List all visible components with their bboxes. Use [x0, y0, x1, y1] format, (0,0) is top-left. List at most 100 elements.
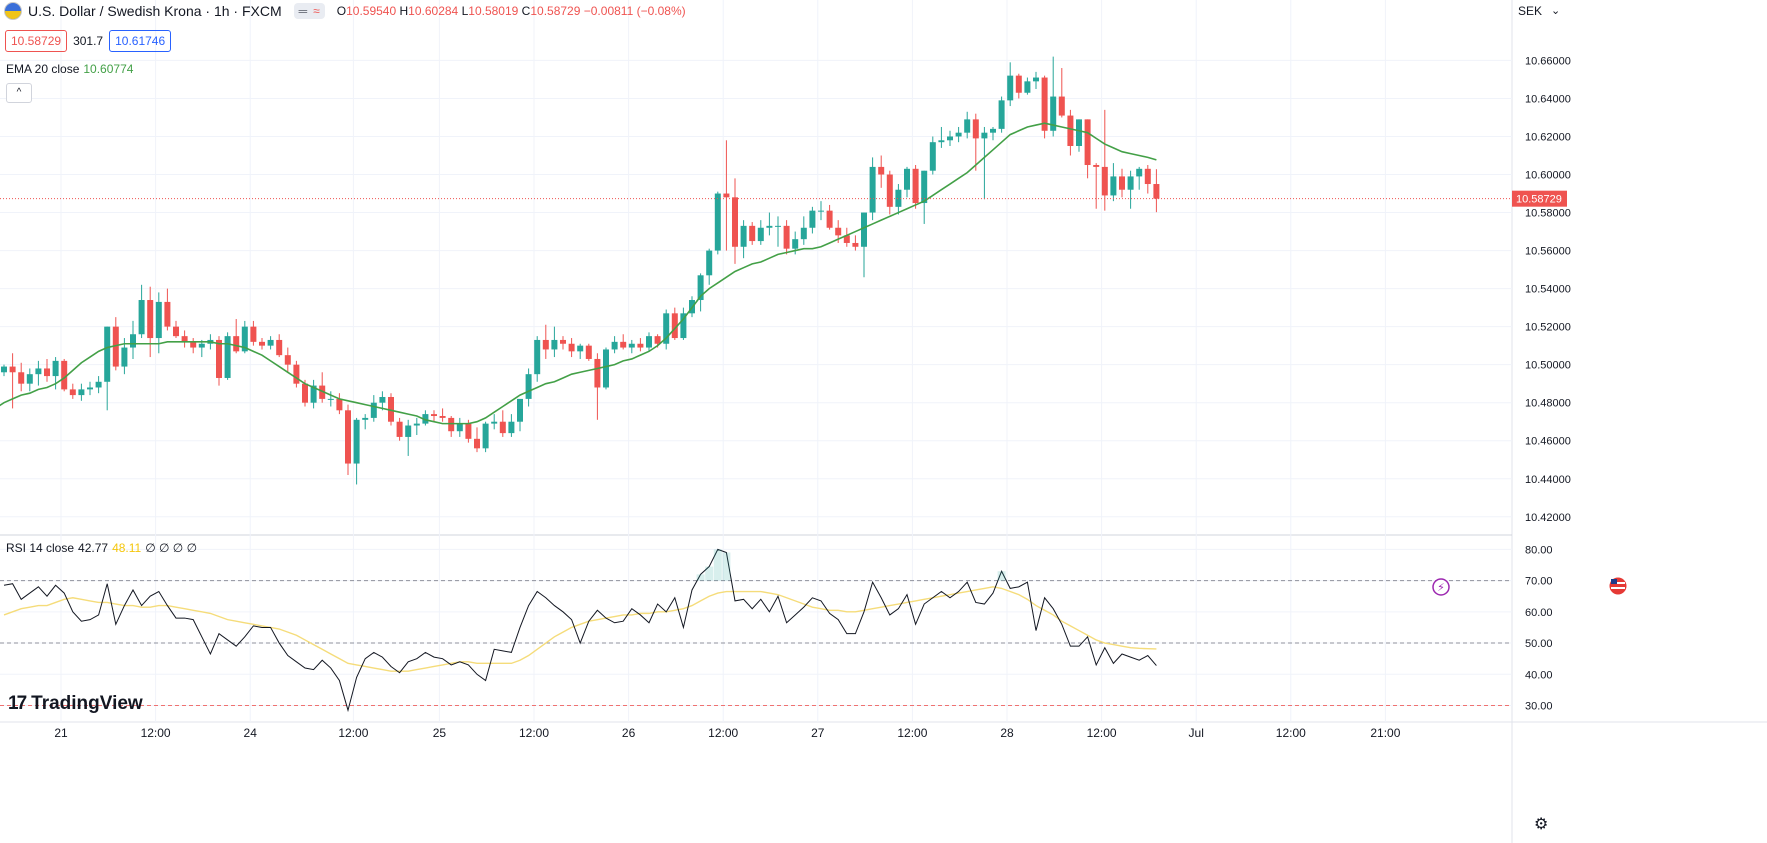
candle-down: [448, 417, 455, 432]
candle-down: [18, 372, 25, 384]
candle-up: [534, 339, 541, 375]
candle-up: [766, 225, 773, 228]
chevron-down-icon[interactable]: ⌄: [1551, 5, 1561, 17]
time-axis[interactable]: 21 12:00 24 12:00 25 12:00 26 12:00 27 12:00 28 12:…: [54, 726, 1400, 740]
candle-down: [1015, 75, 1022, 93]
flag-stripe: [1611, 582, 1625, 584]
candle-up: [921, 170, 928, 204]
candle-up: [310, 385, 317, 403]
symbol-title[interactable]: U.S. Dollar / Swedish Krona · 1h · FXCM: [28, 3, 282, 19]
rsi-ma-value: 48.11: [112, 541, 142, 555]
candle-up: [198, 343, 205, 348]
candle-up: [353, 419, 360, 464]
candle-up: [998, 100, 1005, 129]
time-tick-label: 12:00: [1087, 726, 1117, 740]
event-markers[interactable]: ⚡: [1432, 576, 1628, 596]
candle-down: [654, 336, 661, 344]
time-tick-label: 21: [54, 726, 68, 740]
candle-down: [302, 383, 308, 403]
ema-legend[interactable]: EMA 20 close 10.60774: [6, 62, 133, 76]
candle-up: [155, 301, 162, 339]
time-tick-label: Jul: [1189, 726, 1204, 740]
candle-down: [1093, 165, 1100, 167]
price-axis[interactable]: 10.66000 10.64000 10.62000 10.60000 10.58000…: [1512, 55, 1571, 524]
compare-right-icon: ≈: [313, 4, 320, 18]
change-value: −0.00811 (−0.08%): [583, 4, 686, 18]
candle-up: [482, 423, 489, 449]
low-label: L: [461, 4, 469, 18]
candle-down: [585, 345, 592, 359]
candle-up: [697, 275, 704, 301]
price-tick-label: 10.46000: [1525, 436, 1571, 448]
currency-selector[interactable]: SEK: [1518, 4, 1543, 18]
candle-up: [809, 210, 816, 228]
candle-down: [345, 410, 351, 464]
rsi-tick-label: 70.00: [1525, 576, 1553, 588]
candle-up: [138, 300, 145, 335]
candle-down: [499, 421, 506, 434]
candle-up: [990, 128, 996, 133]
price-tick-label: 10.52000: [1525, 322, 1571, 334]
candle-down: [1041, 77, 1048, 131]
candle-down: [250, 326, 257, 342]
ohlc-values: O10.59540 H10.60284 L10.58019 C10.58729 …: [337, 4, 686, 18]
candle-down: [164, 301, 171, 327]
candle-up: [1, 366, 7, 373]
candle-up: [267, 339, 274, 346]
candle-up: [706, 250, 713, 276]
ema-value: 10.60774: [83, 62, 134, 76]
close-value: 10.58729: [530, 4, 581, 18]
candle-down: [1144, 168, 1151, 185]
candle-down: [568, 343, 575, 352]
candle-up: [577, 345, 584, 352]
candle-up: [938, 140, 945, 143]
candle-down: [233, 336, 240, 352]
candle-up: [775, 225, 781, 227]
compare-left-icon: ═: [298, 4, 308, 18]
candle-up: [35, 368, 42, 375]
candle-up: [413, 423, 420, 426]
candle-down: [216, 339, 222, 378]
rsi-legend[interactable]: RSI 14 close 42.77 48.11 ∅ ∅ ∅ ∅: [6, 541, 197, 555]
candle-up: [1127, 176, 1134, 190]
candle-up: [491, 421, 498, 424]
rsi-tick-label: 50.00: [1525, 638, 1553, 650]
flag-canton: [1611, 579, 1617, 584]
candle-down: [1084, 119, 1091, 166]
collapse-legend-button[interactable]: ^: [6, 83, 32, 103]
candle-down: [886, 174, 893, 207]
candle-down: [319, 385, 326, 399]
close-label: C: [521, 4, 531, 18]
rsi-axis[interactable]: 80.00 70.00 60.00 50.00 40.00 30.00: [1525, 544, 1553, 712]
candle-up: [869, 166, 876, 213]
candle-down: [259, 341, 265, 346]
candle-down: [594, 358, 601, 388]
price-pane[interactable]: [0, 56, 1512, 485]
sell-button[interactable]: 10.58729: [5, 30, 68, 52]
candle-up: [981, 132, 988, 139]
rsi-pane[interactable]: [0, 548, 1512, 713]
candle-down: [1153, 184, 1160, 199]
time-tick-label: 12:00: [338, 726, 368, 740]
candle-up: [1033, 77, 1039, 82]
high-value: 10.60284: [408, 4, 459, 18]
gear-icon[interactable]: ⚙: [1534, 816, 1549, 833]
price-tick-label: 10.44000: [1525, 474, 1571, 486]
candle-down: [542, 339, 549, 350]
rsi-extra-values: ∅ ∅ ∅ ∅: [145, 541, 198, 555]
time-tick-label: 26: [622, 726, 636, 740]
candle-up: [456, 423, 463, 432]
candle-down: [61, 360, 68, 390]
compare-toggle[interactable]: ═ ≈: [293, 3, 325, 19]
rsi-overbought-fill: [696, 574, 705, 581]
time-tick-label: 12:00: [897, 726, 927, 740]
rsi-tick-label: 40.00: [1525, 669, 1553, 681]
candle-up: [646, 336, 652, 348]
candle-up: [628, 343, 635, 348]
open-label: O: [336, 4, 347, 18]
buy-button[interactable]: 10.61746: [109, 30, 172, 52]
candle-down: [878, 166, 885, 175]
candle-down: [560, 339, 566, 344]
rsi-value: 42.77: [78, 541, 109, 555]
